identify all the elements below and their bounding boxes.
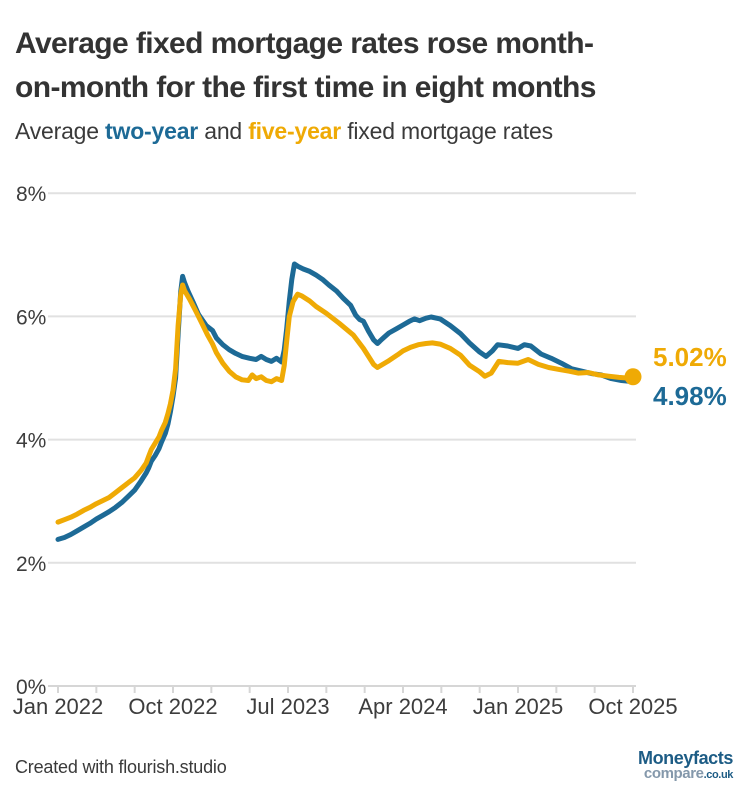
subtitle-text: fixed mortgage rates: [341, 118, 553, 144]
moneyfacts-logo-compare: compare: [643, 765, 704, 782]
x-axis-label: Jan 2025: [473, 694, 564, 719]
y-axis-label: 0%: [16, 676, 46, 699]
chart-subtitle: Average two-year and five-year fixed mor…: [15, 118, 725, 145]
legend-five-year: five-year: [248, 118, 342, 144]
x-axis-label: Oct 2025: [588, 694, 677, 719]
subtitle-text: and: [198, 118, 249, 144]
chart-title: Average fixed mortgage rates rose month-…: [15, 22, 725, 110]
line-two-year: [55, 261, 636, 542]
x-axis-label: Oct 2022: [128, 694, 217, 719]
chart-generated-layers: 0% 2% 4% 6% 8% Jan 2022 Oct 2022 Jul 2023 Apr 20…: [13, 183, 678, 719]
chart-title-line1: Average fixed mortgage rates rose month-: [15, 27, 594, 60]
end-label-five-year: 5.02%: [653, 342, 727, 372]
line-five-year: [55, 282, 636, 525]
legend-two-year: two-year: [105, 118, 199, 144]
chart-title-line2: on-month for the first time in eight mon…: [15, 71, 596, 104]
y-axis-label: 2%: [16, 553, 46, 576]
y-axis-label: 6%: [16, 306, 46, 329]
x-axis-label: Jan 2022: [13, 694, 104, 719]
flourish-credit: Created with flourish.studio: [15, 757, 227, 777]
end-label-two-year: 4.98%: [653, 381, 727, 411]
x-axis-label: Apr 2024: [358, 694, 447, 719]
x-axis-label: Jul 2023: [246, 694, 329, 719]
moneyfacts-logo-couk: .co.uk: [703, 769, 734, 781]
moneyfacts-logo-line2: compare.co.uk: [638, 765, 734, 782]
subtitle-text: Average: [15, 118, 106, 144]
end-dot-five-year: [624, 368, 642, 386]
y-axis-label: 4%: [16, 430, 46, 453]
moneyfacts-logo-line1: Moneyfacts: [637, 748, 733, 768]
y-axis-label: 8%: [16, 183, 46, 206]
moneyfacts-logo: Moneyfacts compare.co.uk: [637, 748, 734, 782]
